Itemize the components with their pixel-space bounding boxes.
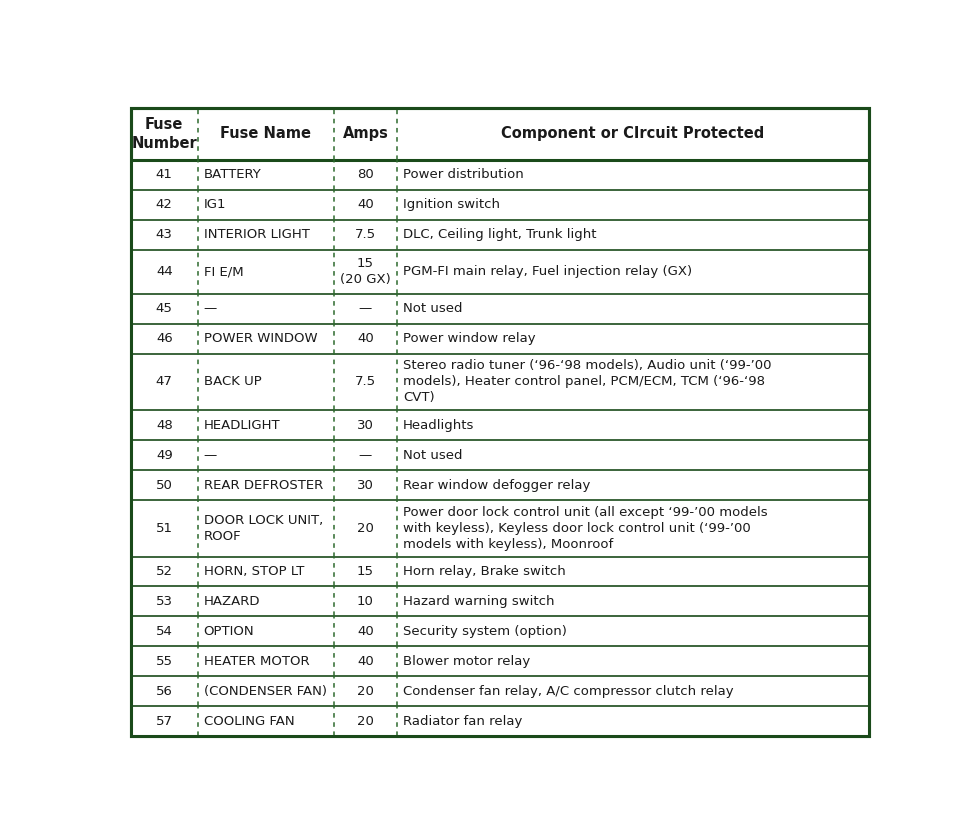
Bar bbox=[131, 250, 870, 294]
Text: 40: 40 bbox=[357, 198, 374, 212]
Text: 30: 30 bbox=[357, 419, 374, 431]
Text: 56: 56 bbox=[156, 685, 173, 698]
Bar bbox=[131, 294, 870, 324]
Text: Power door lock control unit (all except ‘99-’00 models
with keyless), Keyless d: Power door lock control unit (all except… bbox=[403, 506, 767, 551]
Text: BATTERY: BATTERY bbox=[204, 168, 262, 182]
Text: Not used: Not used bbox=[403, 449, 463, 461]
Bar bbox=[131, 190, 870, 220]
Text: 40: 40 bbox=[357, 332, 374, 345]
Text: 20: 20 bbox=[357, 521, 374, 535]
Text: 47: 47 bbox=[156, 376, 173, 388]
Text: 57: 57 bbox=[156, 715, 173, 728]
Text: 43: 43 bbox=[156, 228, 173, 242]
Bar bbox=[131, 676, 870, 706]
Text: —: — bbox=[204, 302, 217, 315]
Text: Stereo radio tuner (‘96-‘98 models), Audio unit (‘99-’00
models), Heater control: Stereo radio tuner (‘96-‘98 models), Aud… bbox=[403, 359, 771, 404]
Text: HEADLIGHT: HEADLIGHT bbox=[204, 419, 280, 431]
Text: Power distribution: Power distribution bbox=[403, 168, 524, 182]
Text: 46: 46 bbox=[156, 332, 173, 345]
Text: OPTION: OPTION bbox=[204, 625, 254, 638]
Text: 55: 55 bbox=[156, 655, 173, 668]
Text: INTERIOR LIGHT: INTERIOR LIGHT bbox=[204, 228, 309, 242]
Text: Rear window defogger relay: Rear window defogger relay bbox=[403, 478, 590, 491]
Bar bbox=[131, 470, 870, 500]
Text: BACK UP: BACK UP bbox=[204, 376, 262, 388]
Text: HAZARD: HAZARD bbox=[204, 595, 260, 608]
Text: COOLING FAN: COOLING FAN bbox=[204, 715, 294, 728]
Text: DOOR LOCK UNIT,
ROOF: DOOR LOCK UNIT, ROOF bbox=[204, 514, 323, 543]
Text: 41: 41 bbox=[156, 168, 173, 182]
Bar bbox=[131, 646, 870, 676]
Text: Horn relay, Brake switch: Horn relay, Brake switch bbox=[403, 565, 566, 578]
Text: Ignition switch: Ignition switch bbox=[403, 198, 500, 212]
Text: DLC, Ceiling light, Trunk light: DLC, Ceiling light, Trunk light bbox=[403, 228, 596, 242]
Text: 20: 20 bbox=[357, 685, 374, 698]
Text: POWER WINDOW: POWER WINDOW bbox=[204, 332, 317, 345]
Text: Headlights: Headlights bbox=[403, 419, 474, 431]
Bar bbox=[131, 410, 870, 440]
Text: FI E/M: FI E/M bbox=[204, 265, 243, 278]
Bar bbox=[131, 220, 870, 250]
Text: Security system (option): Security system (option) bbox=[403, 625, 567, 638]
Bar bbox=[131, 354, 870, 410]
Text: 15: 15 bbox=[357, 565, 374, 578]
Bar bbox=[131, 556, 870, 586]
Text: Fuse Name: Fuse Name bbox=[221, 127, 311, 142]
Text: 51: 51 bbox=[156, 521, 173, 535]
Text: 10: 10 bbox=[357, 595, 374, 608]
Text: 50: 50 bbox=[156, 478, 173, 491]
Text: 15
(20 GX): 15 (20 GX) bbox=[340, 257, 390, 287]
Text: Fuse
Number: Fuse Number bbox=[132, 117, 197, 151]
Text: 80: 80 bbox=[357, 168, 374, 182]
Text: REAR DEFROSTER: REAR DEFROSTER bbox=[204, 478, 323, 491]
Text: 48: 48 bbox=[156, 419, 173, 431]
Text: Condenser fan relay, A/C compressor clutch relay: Condenser fan relay, A/C compressor clut… bbox=[403, 685, 734, 698]
Bar bbox=[131, 706, 870, 736]
Text: 20: 20 bbox=[357, 715, 374, 728]
Text: Not used: Not used bbox=[403, 302, 463, 315]
Text: 7.5: 7.5 bbox=[355, 376, 376, 388]
Text: 30: 30 bbox=[357, 478, 374, 491]
Text: Hazard warning switch: Hazard warning switch bbox=[403, 595, 554, 608]
Bar bbox=[131, 586, 870, 616]
Text: (CONDENSER FAN): (CONDENSER FAN) bbox=[204, 685, 327, 698]
Text: Power window relay: Power window relay bbox=[403, 332, 536, 345]
Bar bbox=[131, 324, 870, 354]
Text: Blower motor relay: Blower motor relay bbox=[403, 655, 530, 668]
Text: 54: 54 bbox=[156, 625, 173, 638]
Text: —: — bbox=[204, 449, 217, 461]
Text: Radiator fan relay: Radiator fan relay bbox=[403, 715, 522, 728]
Text: 7.5: 7.5 bbox=[355, 228, 376, 242]
Bar bbox=[131, 500, 870, 556]
Text: IG1: IG1 bbox=[204, 198, 226, 212]
Text: PGM-FI main relay, Fuel injection relay (GX): PGM-FI main relay, Fuel injection relay … bbox=[403, 265, 692, 278]
Text: HORN, STOP LT: HORN, STOP LT bbox=[204, 565, 304, 578]
Text: 52: 52 bbox=[156, 565, 173, 578]
Text: —: — bbox=[359, 302, 372, 315]
Text: Amps: Amps bbox=[343, 127, 388, 142]
Text: 49: 49 bbox=[156, 449, 173, 461]
Text: HEATER MOTOR: HEATER MOTOR bbox=[204, 655, 309, 668]
Text: 45: 45 bbox=[156, 302, 173, 315]
Bar bbox=[131, 616, 870, 646]
Text: Component or CIrcuit Protected: Component or CIrcuit Protected bbox=[502, 127, 765, 142]
Text: —: — bbox=[359, 449, 372, 461]
Bar bbox=[131, 440, 870, 470]
Text: 40: 40 bbox=[357, 655, 374, 668]
Text: 44: 44 bbox=[156, 265, 173, 278]
Bar bbox=[131, 160, 870, 190]
Text: 40: 40 bbox=[357, 625, 374, 638]
Text: 42: 42 bbox=[156, 198, 173, 212]
Text: 53: 53 bbox=[156, 595, 173, 608]
